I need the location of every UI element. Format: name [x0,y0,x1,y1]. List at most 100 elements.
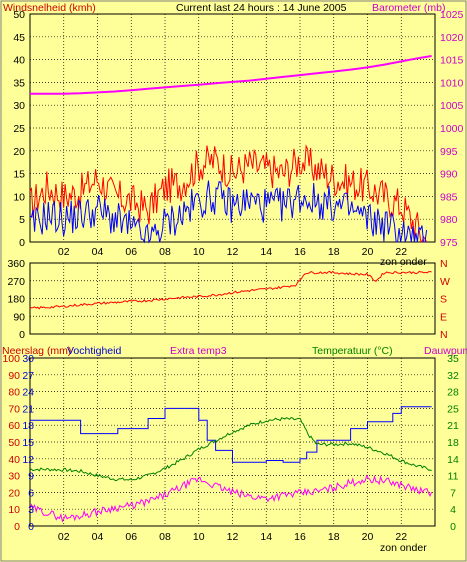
temperatuur-label: Temperatuur (°C) [312,345,393,357]
x-tick-label-bottom: 10 [193,531,205,543]
x-tick-label-top: 16 [294,246,306,258]
y2-tick-label-barometer: 980 [440,214,458,226]
x-tick-label-top: 06 [125,246,137,258]
y-tick-label-direction: 180 [7,294,25,306]
y-tick-label-wind: 40 [13,55,25,67]
y-tick-label-vochtigheid: 24 [22,387,34,399]
sunset-label-bottom: zon onder [380,542,427,554]
y-tick-label-wind: 5 [19,214,25,226]
y2-tick-label-temperature: 32 [447,370,459,382]
y2-tick-label-barometer: 995 [440,146,458,158]
x-tick-label-bottom: 16 [294,531,306,543]
wind-max-line [29,144,428,244]
y-tick-label-wind: 50 [13,9,25,21]
x-tick-label-top: 14 [260,246,272,258]
x-tick-label-top: 08 [159,246,171,258]
y2-tick-label-temperature: 21 [447,420,459,432]
y-tick-label-neerslag: 60 [8,420,20,432]
y2-tick-label-compass: W [440,276,450,288]
vochtigheid-label: Vochtigheid [67,345,121,357]
y2-tick-label-barometer: 1020 [440,32,464,44]
y-tick-label-vochtigheid: 12 [22,454,34,466]
x-tick-label-top: 20 [362,246,374,258]
chart-title: Current last 24 hours : 14 June 2005 [176,2,347,14]
tick-label-layer: 0202040406060808101012121414161618182020… [2,9,463,543]
y2-tick-label-barometer: 975 [440,237,458,249]
y2-tick-label-compass: N [440,258,448,270]
y-tick-label-neerslag: 20 [8,487,20,499]
y2-tick-label-temperature: 28 [447,387,459,399]
y-tick-label-neerslag: 40 [8,454,20,466]
vochtigheid-line [30,406,432,463]
wind-direction-line [29,270,432,310]
sunset-label-top: zon onder [380,256,427,268]
y-tick-label-neerslag: 30 [8,471,20,483]
y-tick-label-wind: 30 [13,100,25,112]
dauwpunt-label: Dauwpunt [424,345,467,357]
y2-tick-label-temperature: 4 [450,504,456,516]
extra-temp3-label: Extra temp3 [170,345,227,357]
x-tick-label-top: 12 [227,246,239,258]
y-tick-label-neerslag: 100 [2,353,20,365]
y2-tick-label-compass: S [440,294,447,306]
x-tick-label-bottom: 20 [362,531,374,543]
y-tick-label-wind: 20 [13,146,25,158]
x-tick-label-top: 02 [58,246,70,258]
y-tick-label-wind: 15 [13,169,25,181]
y-tick-label-neerslag: 50 [8,437,20,449]
y-tick-label-neerslag: 90 [8,370,20,382]
y2-tick-label-barometer: 985 [440,191,458,203]
y2-tick-label-compass: N [440,329,448,341]
y-tick-label-wind: 35 [13,77,25,89]
y-tick-label-neerslag: 70 [8,403,20,415]
y-tick-label-neerslag: 80 [8,387,20,399]
y2-tick-label-temperature: 14 [447,454,459,466]
y2-tick-label-temperature: 7 [450,487,456,499]
y2-tick-label-barometer: 1000 [440,123,464,135]
barometer-line [30,55,432,95]
y-tick-label-vochtigheid: 0 [28,521,34,533]
y2-tick-label-barometer: 990 [440,169,458,181]
y-tick-label-direction: 360 [7,258,25,270]
y-tick-label-wind: 45 [13,32,25,44]
x-tick-label-bottom: 18 [328,531,340,543]
y2-tick-label-barometer: 1010 [440,77,464,89]
y-tick-label-wind: 25 [13,123,25,135]
y2-tick-label-barometer: 1005 [440,100,464,112]
y-tick-label-direction: 90 [13,311,25,323]
barometer-axis-label: Barometer (mb) [372,2,446,14]
y-tick-label-vochtigheid: 6 [28,487,34,499]
x-tick-label-bottom: 08 [159,531,171,543]
data-layer [29,55,433,523]
y2-tick-label-temperature: 35 [447,353,459,365]
x-tick-label-bottom: 02 [58,531,70,543]
temperatuur-line [29,417,432,482]
y2-tick-label-compass: E [440,311,447,323]
x-tick-label-top: 22 [395,246,407,258]
y-tick-label-neerslag: 0 [14,521,20,533]
y-tick-label-wind: 0 [19,237,25,249]
y-tick-label-neerslag: 10 [8,504,20,516]
neerslag-label: Neerslag (mm) [2,345,71,357]
y2-tick-label-barometer: 1025 [440,9,464,21]
x-tick-label-bottom: 12 [227,531,239,543]
x-tick-label-bottom: 22 [395,531,407,543]
y2-tick-label-temperature: 11 [448,471,459,483]
y-tick-label-vochtigheid: 30 [22,353,34,365]
y2-tick-label-temperature: 18 [447,437,459,449]
x-tick-label-bottom: 06 [125,531,137,543]
y-tick-label-vochtigheid: 9 [28,471,34,483]
x-tick-label-bottom: 04 [92,531,104,543]
x-tick-label-top: 10 [193,246,205,258]
y2-tick-label-temperature: 0 [450,521,456,533]
wind-axis-label: Windsnelheid (kmh) [3,2,96,14]
wind-avg-line [29,180,428,244]
x-tick-label-top: 04 [92,246,104,258]
y-tick-label-vochtigheid: 18 [22,420,34,432]
dauwpunt-line [29,474,433,523]
y-tick-label-vochtigheid: 21 [22,403,34,415]
y-tick-label-direction: 0 [19,329,25,341]
